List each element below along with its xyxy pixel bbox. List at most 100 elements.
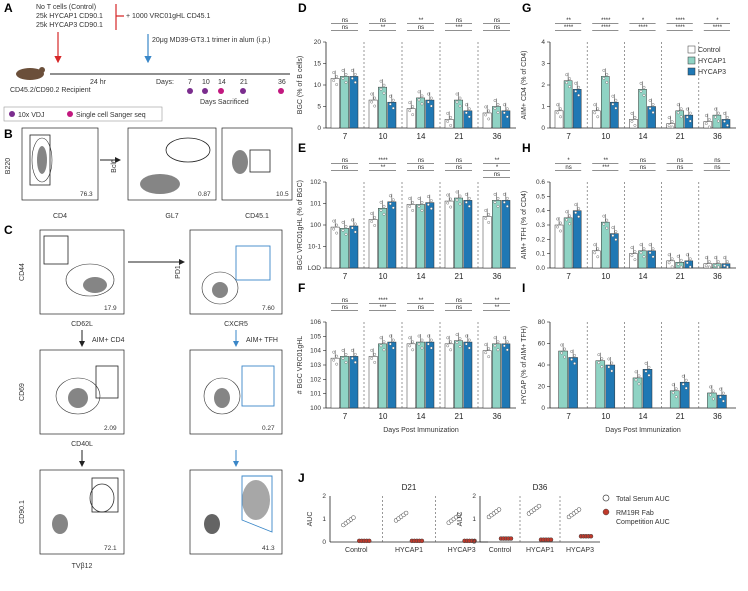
- data-point: [559, 221, 562, 225]
- data-point: [464, 334, 468, 338]
- data-point: [341, 69, 345, 72]
- data-point: [335, 83, 339, 86]
- data-point: [493, 192, 497, 196]
- data-point: [502, 103, 506, 107]
- data-point: [688, 111, 692, 115]
- data-point: [353, 230, 357, 234]
- bar-hycap1-day-7: [563, 80, 573, 129]
- sig-label: *: [716, 18, 719, 24]
- total-auc-point: [576, 507, 582, 512]
- data-point: [391, 346, 395, 350]
- data-point: [350, 218, 354, 222]
- data-point: [496, 196, 500, 200]
- flow-plot-c3: 2.09 CD40L CD69: [19, 349, 125, 448]
- y-axis-label: AUC: [457, 512, 464, 527]
- data-point: [429, 96, 433, 100]
- data-point: [411, 105, 415, 109]
- day-14: 14: [218, 79, 226, 86]
- y-tick-label: 106: [310, 319, 321, 326]
- data-point: [568, 222, 571, 226]
- data-point: [408, 336, 412, 340]
- data-point: [426, 195, 430, 199]
- sig-label: ns: [342, 305, 348, 311]
- data-point: [712, 389, 715, 393]
- panel-a-label: A: [4, 1, 13, 15]
- data-point: [484, 105, 488, 109]
- data-point: [574, 89, 578, 93]
- sig-label: ****: [601, 18, 611, 24]
- sig-label: *: [567, 158, 570, 164]
- data-point: [496, 340, 500, 344]
- data-point: [602, 214, 606, 218]
- x-category-label: 14: [417, 132, 426, 141]
- data-point: [467, 115, 471, 119]
- data-point: [568, 214, 571, 218]
- bar-control-day-21: [444, 119, 454, 129]
- data-point: [679, 107, 683, 111]
- data-point: [667, 253, 671, 257]
- bar-control-day-7: [330, 78, 340, 129]
- sig-label: ****: [564, 25, 574, 31]
- data-point: [688, 119, 692, 123]
- data-point: [408, 205, 412, 208]
- y-tick-label: 4: [541, 39, 545, 46]
- total-auc-point: [456, 513, 462, 518]
- data-point: [496, 348, 500, 352]
- data-point: [332, 71, 336, 74]
- data-point: [344, 232, 348, 236]
- c1-value: 17.9: [104, 305, 117, 312]
- data-point: [484, 217, 488, 220]
- data-point: [602, 77, 606, 80]
- c5-ylabel: CD90.1: [19, 500, 26, 524]
- data-point: [467, 107, 471, 111]
- data-point: [639, 243, 643, 247]
- sig-label: ns: [456, 165, 462, 171]
- j-title: D21: [402, 483, 417, 492]
- bar-hycap1-day-14: [416, 341, 425, 409]
- data-point: [714, 107, 717, 111]
- data-point: [614, 230, 618, 234]
- bar-control-day-14: [406, 204, 416, 269]
- bar-hycap1-day-7: [340, 228, 349, 269]
- data-point: [467, 346, 471, 350]
- sig-label: *: [496, 165, 499, 171]
- y-tick-label: 5: [317, 104, 321, 111]
- flow-plot-c4: 0.27: [189, 349, 283, 435]
- data-point: [679, 258, 683, 262]
- legend-label: HYCAP1: [698, 58, 726, 65]
- data-point: [379, 208, 383, 212]
- data-point: [391, 198, 395, 202]
- sig-label: ns: [342, 165, 348, 171]
- bar-control-day-7: [330, 226, 340, 269]
- x-category-label: 10: [379, 132, 388, 141]
- data-point: [426, 92, 430, 96]
- competition-auc-point: [548, 537, 554, 542]
- data-point: [600, 357, 604, 361]
- sig-label: ns: [342, 18, 348, 24]
- panel-j-label: J: [298, 471, 305, 485]
- c3-gate: [95, 365, 119, 399]
- data-point: [449, 116, 453, 119]
- bar-hycap3-day-21: [463, 341, 473, 409]
- c3-core: [68, 388, 88, 408]
- data-point: [563, 355, 566, 359]
- data-point: [370, 212, 374, 215]
- legend-swatch: [687, 67, 696, 76]
- data-point: [449, 205, 453, 209]
- data-point: [611, 234, 615, 238]
- y-axis-label: HYCAP (% of AIM+ TFH): [521, 326, 528, 404]
- bar-hycap1-day-7: [558, 350, 568, 409]
- data-point: [391, 206, 395, 210]
- panel-g-label: G: [522, 1, 531, 15]
- x-category-label: 21: [455, 272, 464, 281]
- bar-hycap3-day-36: [717, 394, 727, 409]
- sig-label: ns: [418, 158, 424, 164]
- data-point: [644, 361, 648, 365]
- total-auc-point: [351, 515, 356, 520]
- bar-hycap3-day-14: [647, 250, 656, 269]
- data-point: [642, 255, 646, 259]
- data-point: [417, 90, 421, 94]
- sig-label: ns: [494, 172, 500, 178]
- b3-value: 10.5: [276, 191, 289, 198]
- sig-label: ns: [418, 25, 424, 31]
